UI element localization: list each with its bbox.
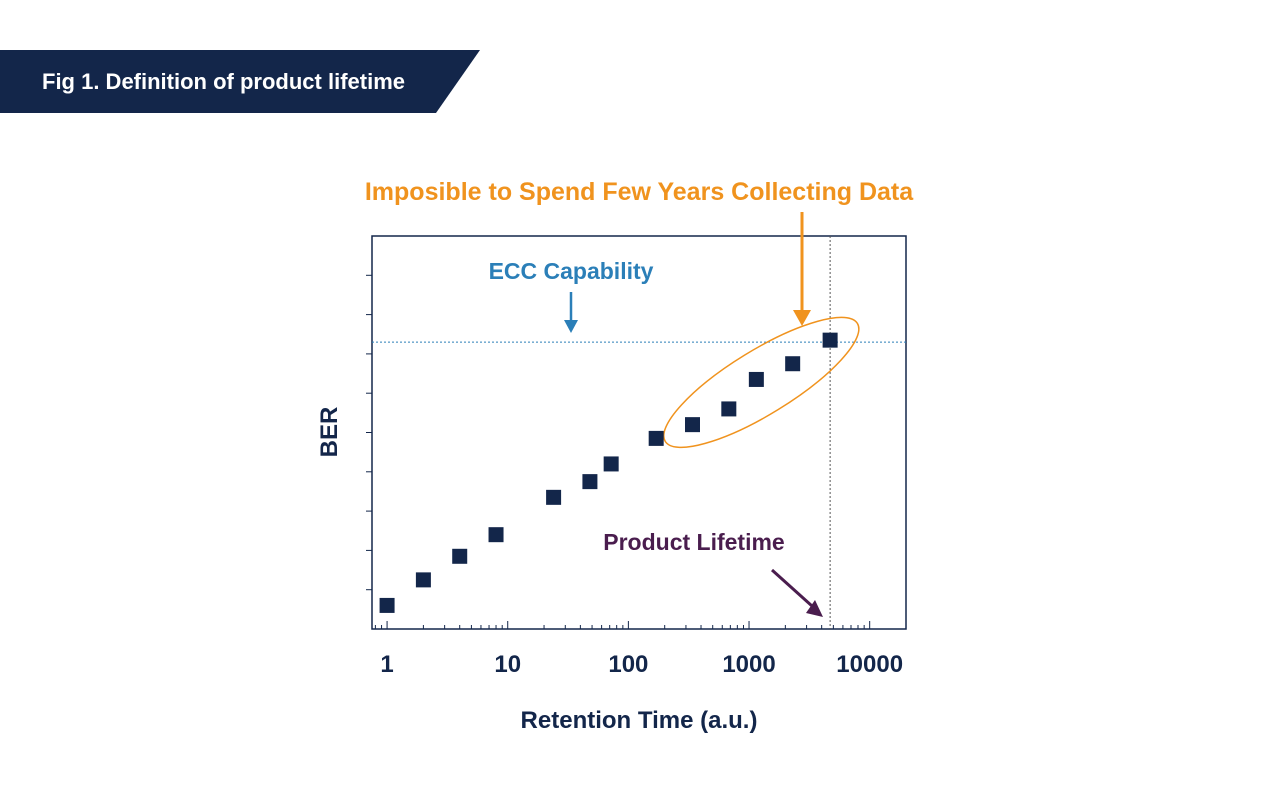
data-point [748,371,764,387]
plot-frame [371,235,907,630]
data-points [379,332,838,613]
data-point [648,430,664,446]
data-point [379,597,395,613]
x-minor-ticks [374,621,907,629]
x-tick-label: 100 [608,651,648,678]
collect-data-ellipse [663,316,860,449]
collect-data-annotation: Imposible to Spend Few Years Collecting … [365,178,914,206]
x-axis-label: Retention Time (a.u.) [521,707,758,734]
data-point [721,401,737,417]
data-point [546,489,562,505]
data-point [603,456,619,472]
y-axis-ticks [366,274,372,591]
x-tick-labels: 1 10 100 1000 10000 [380,651,903,678]
x-tick-label: 10 [494,651,521,678]
data-point [685,417,701,433]
data-point [415,572,431,588]
x-tick-label: 10000 [836,651,903,678]
y-axis-label: BER [316,407,343,458]
product-lifetime-label: Product Lifetime [603,529,784,555]
figure-banner: Fig 1. Definition of product lifetime [0,50,480,113]
data-point [822,332,838,348]
data-point [452,548,468,564]
figure-title: Fig 1. Definition of product lifetime [42,69,405,94]
data-point [785,356,801,372]
lifetime-arrow-head [806,600,823,617]
x-tick-label: 1 [380,651,393,678]
lifetime-arrow-shaft [770,568,814,608]
ecc-capability-label: ECC Capability [489,258,654,284]
x-tick-label: 1000 [722,651,775,678]
data-point [488,527,504,543]
collect-arrow-head [793,310,811,326]
ecc-arrow-head [564,320,578,333]
banner-background [0,50,480,113]
data-point [582,474,598,490]
